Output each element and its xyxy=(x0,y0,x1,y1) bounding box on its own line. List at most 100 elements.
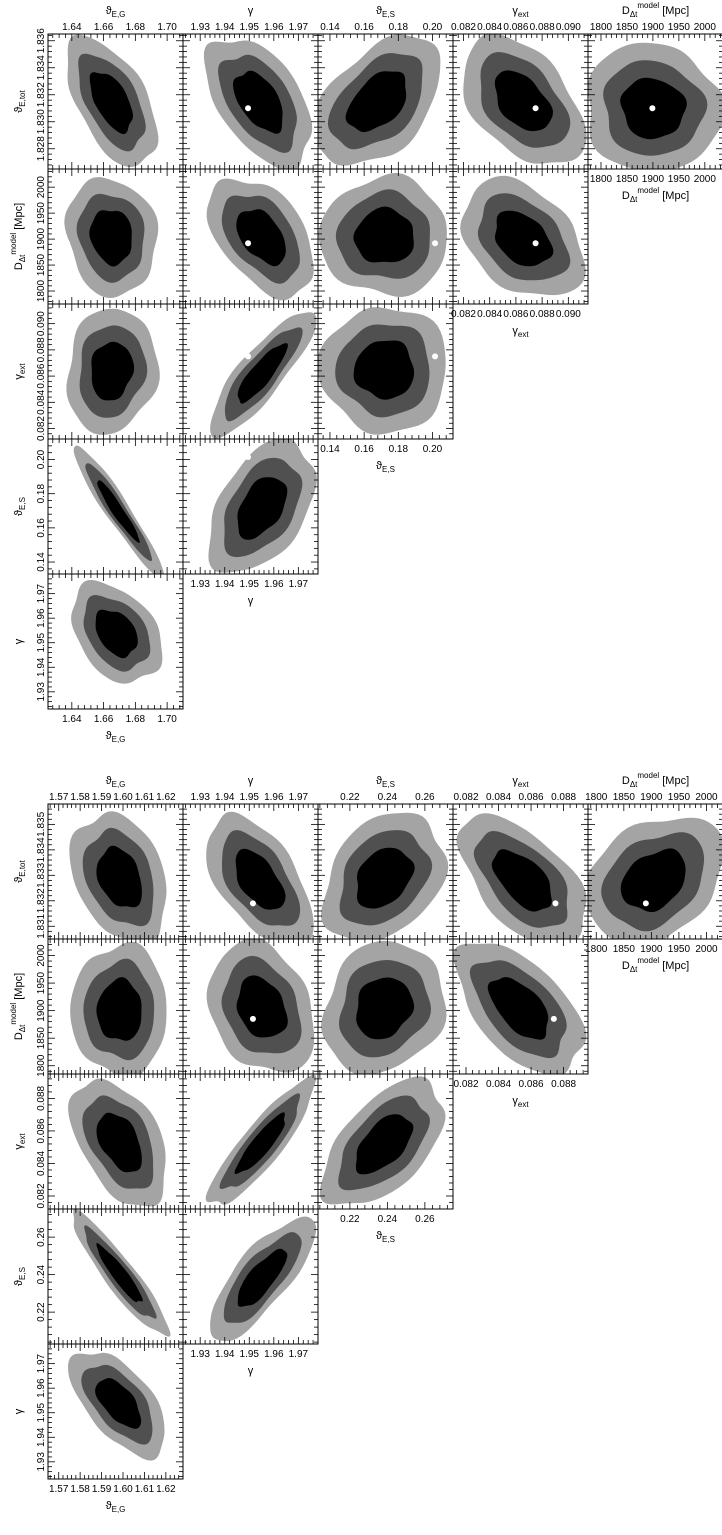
panel-ticks xyxy=(318,938,453,1074)
top-tick-label: 1.59 xyxy=(92,792,112,803)
top-tick-label: 0.088 xyxy=(530,22,555,33)
truth-marker xyxy=(550,1015,557,1022)
left-axis-title: ϑE,S xyxy=(13,1267,27,1286)
truth-marker xyxy=(64,105,71,112)
top-tick-label: 1.94 xyxy=(215,22,235,33)
top-tick-label: 0.084 xyxy=(486,792,511,803)
panel-frame xyxy=(47,573,184,710)
panel-gext-vs-thetaES xyxy=(317,1073,454,1210)
top-axis-title: γ xyxy=(248,775,254,787)
bottom-tick-label: 1.60 xyxy=(113,1484,133,1495)
panel-gext-vs-thetaES xyxy=(317,303,454,440)
truth-marker xyxy=(432,105,439,112)
bottom-tick-label: 1800 xyxy=(585,944,608,955)
left-tick-label: 0.082 xyxy=(36,416,47,441)
panel-gext-vs-gamma xyxy=(182,1073,319,1210)
contour-68 xyxy=(353,340,415,400)
contour-68 xyxy=(89,210,132,267)
bottom-tick-label: 0.084 xyxy=(477,309,502,320)
top-tick-label: 1.62 xyxy=(156,792,176,803)
panel-frame xyxy=(452,938,589,1075)
top-axis-title: γ xyxy=(248,5,254,17)
bottom-tick-label: 0.24 xyxy=(378,1214,398,1225)
top-tick-label: 0.086 xyxy=(519,792,544,803)
contour-68 xyxy=(494,70,553,132)
panel-ticks xyxy=(318,304,454,440)
bottom-tick-label: 1850 xyxy=(616,174,639,185)
left-tick-label: 1.832 xyxy=(36,82,47,107)
left-axis-title: γext xyxy=(13,1133,27,1150)
left-tick-label: 0.24 xyxy=(36,1264,47,1284)
panel-Ddt-vs-gamma xyxy=(182,168,319,305)
top-tick-label: 0.084 xyxy=(477,22,502,33)
bottom-tick-label: 1.61 xyxy=(135,1484,155,1495)
top-tick-label: 0.26 xyxy=(415,792,435,803)
left-tick-label: 1.830 xyxy=(36,109,47,134)
contour-68 xyxy=(620,848,686,913)
panel-thetaEtot-vs-gext xyxy=(452,33,589,170)
bottom-tick-label: 1.97 xyxy=(289,579,309,590)
bottom-tick-label: 0.20 xyxy=(423,444,443,455)
contour-68 xyxy=(491,849,552,912)
left-tick-label: 1.95 xyxy=(36,633,47,653)
panel-ticks xyxy=(588,803,722,939)
bottom-tick-label: 1800 xyxy=(590,174,613,185)
top-axis-title: ϑE,S xyxy=(376,775,395,789)
top-tick-label: 1.96 xyxy=(264,792,284,803)
left-tick-label: 1.835 xyxy=(36,811,47,836)
left-tick-label: 2000 xyxy=(36,944,47,967)
left-tick-label: 1.93 xyxy=(36,1452,47,1472)
panel-frame xyxy=(182,438,319,575)
left-tick-label: 1950 xyxy=(36,202,47,225)
left-tick-label: 1.94 xyxy=(36,1427,47,1447)
panel-ticks xyxy=(183,938,319,1074)
bottom-tick-label: 1.68 xyxy=(126,714,146,725)
panel-ticks xyxy=(48,304,183,440)
truth-marker xyxy=(245,105,252,112)
top-tick-label: 1.57 xyxy=(49,792,69,803)
left-axis-title: DΔtmodel [Mpc] xyxy=(9,973,27,1040)
panel-ticks xyxy=(48,34,183,169)
panel-thetaES-vs-thetaEG xyxy=(47,1208,184,1345)
top-tick-label: 0.22 xyxy=(340,792,360,803)
panel-thetaEtot-vs-thetaES xyxy=(317,803,454,940)
left-tick-label: 1950 xyxy=(36,972,47,995)
truth-marker xyxy=(249,1106,256,1113)
panel-thetaEtot-vs-thetaEG xyxy=(47,803,184,940)
panel-ticks xyxy=(48,169,183,304)
panel-frame xyxy=(317,303,454,440)
left-tick-label: 1.96 xyxy=(36,608,47,628)
panel-thetaEtot-vs-Ddt xyxy=(587,33,722,170)
top-tick-label: 1900 xyxy=(640,792,663,803)
bottom-tick-label: 1.94 xyxy=(215,579,235,590)
panel-Ddt-vs-thetaES xyxy=(317,168,454,305)
bottom-tick-label: 1850 xyxy=(613,944,636,955)
truth-marker xyxy=(245,240,252,247)
bottom-axis-title: γ xyxy=(248,1365,254,1377)
contour-68 xyxy=(355,1114,414,1175)
bottom-tick-label: 1950 xyxy=(668,944,691,955)
left-tick-label: 1.97 xyxy=(36,583,47,603)
left-tick-label: 1.97 xyxy=(36,1353,47,1373)
panel-frame xyxy=(587,803,722,940)
bottom-tick-label: 1.93 xyxy=(190,1349,210,1360)
top-tick-label: 1900 xyxy=(642,22,665,33)
left-tick-label: 1.834 xyxy=(36,837,47,862)
left-axis-title: ϑE,tot xyxy=(13,89,27,112)
bottom-tick-label: 1.95 xyxy=(240,1349,260,1360)
left-tick-label: 0.086 xyxy=(36,1118,47,1143)
top-tick-label: 1950 xyxy=(668,792,691,803)
left-tick-label: 1.833 xyxy=(36,862,47,887)
top-tick-label: 0.082 xyxy=(453,792,478,803)
truth-marker xyxy=(432,240,439,247)
contour-68 xyxy=(236,209,286,267)
contour-68 xyxy=(96,1112,142,1173)
panel-gext-vs-thetaEG xyxy=(47,303,184,440)
contour-68 xyxy=(96,845,142,908)
top-tick-label: 1800 xyxy=(590,22,613,33)
top-tick-label: 2000 xyxy=(694,22,717,33)
bottom-tick-label: 0.26 xyxy=(415,1214,435,1225)
panel-frame xyxy=(47,1343,184,1480)
